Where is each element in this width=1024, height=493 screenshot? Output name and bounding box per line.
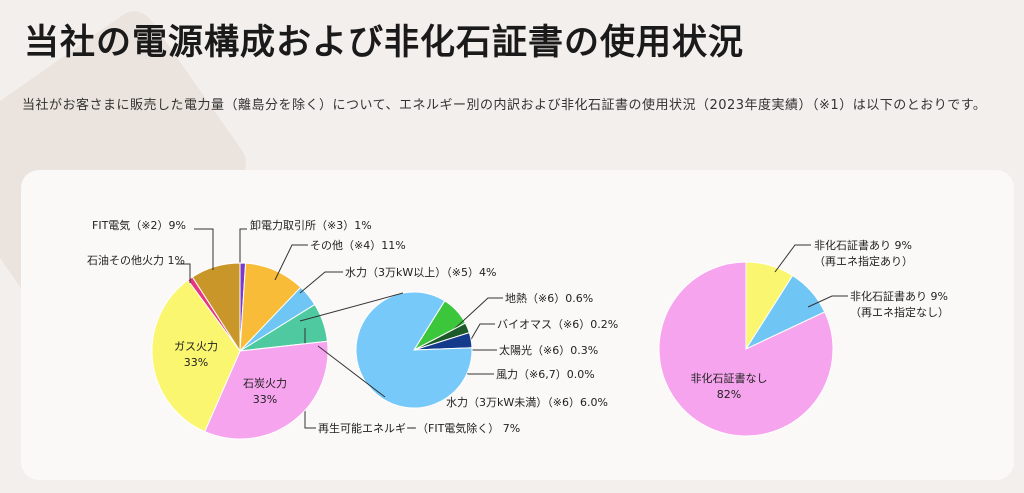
slice-label-hydro-large: 水力（3万kW以上）（※5）4% xyxy=(345,266,496,279)
pie-slice-hydro-small xyxy=(355,291,473,409)
slice-label-no-certificate: 非化石証書なし 82% xyxy=(691,371,768,401)
connector-line-top xyxy=(299,292,404,322)
pie-slice-coal xyxy=(204,340,329,440)
pie-slice-fit xyxy=(191,262,241,353)
slice-label-wind: 風力（※6,7）0.0% xyxy=(496,368,595,381)
leader-line-certificate-non-renewable xyxy=(807,295,848,308)
slice-label-certificate-renewable: 非化石証書あり 9%（再エネ指定あり） xyxy=(814,238,913,268)
leader-line-other xyxy=(274,244,308,281)
slice-label-geothermal: 地熱（※6）0.6% xyxy=(505,292,593,305)
leader-line-geothermal xyxy=(449,297,503,334)
page-description: 当社がお客さまに販売した電力量（離島分を除く）について、エネルギー別の内訳および… xyxy=(22,98,987,113)
leader-line-wholesale-market xyxy=(239,228,247,264)
leader-line-fit xyxy=(194,228,214,270)
slice-label-renewable: 再生可能エネルギー（FIT電気除く） 7% xyxy=(318,421,520,435)
slice-label-hydro-small: 水力（3万kW未満）（※6）6.0% xyxy=(446,396,608,409)
connector-line-bottom xyxy=(317,345,386,398)
slice-label-solar: 太陽光（※6）0.3% xyxy=(499,343,598,357)
pie-slice-no-certificate xyxy=(658,261,834,437)
leader-line-hydro-large xyxy=(299,271,343,294)
pie-chart-non-fossil-certificates: 非化石証書あり 9%（再エネ指定あり） 非化石証書あり 9%（再エネ指定なし） 非化… xyxy=(658,238,949,437)
pie-chart-power-mix: 卸電力取引所（※3）1% その他（※4）11% 水力（3万kW以上）（※5）4% 再生… xyxy=(87,218,520,440)
slice-label-coal: 石炭火力 33% xyxy=(243,377,287,406)
slice-label-other: その他（※4）11% xyxy=(310,239,406,252)
pie-chart-renewable-breakdown: 地熱（※6）0.6% バイオマス（※6）0.2% 太陽光（※6）0.3% 風力（※6,… xyxy=(299,291,618,409)
page-title: 当社の電源構成および非化石証書の使用状況 xyxy=(24,23,745,63)
leader-line-oil xyxy=(176,263,191,283)
slice-label-biomass: バイオマス（※6）0.2% xyxy=(497,318,618,331)
slice-label-certificate-non-renewable: 非化石証書あり 9%（再エネ指定なし） xyxy=(850,289,949,319)
leader-line-certificate-renewable xyxy=(774,244,811,273)
slice-label-fit: FIT電気（※2）9% xyxy=(92,218,186,232)
slice-label-oil: 石油その他火力 1% xyxy=(87,253,185,267)
pie-slice-gas xyxy=(151,279,241,433)
slice-label-gas: ガス火力 33% xyxy=(174,340,218,369)
slice-label-wholesale-market: 卸電力取引所（※3）1% xyxy=(250,218,372,232)
